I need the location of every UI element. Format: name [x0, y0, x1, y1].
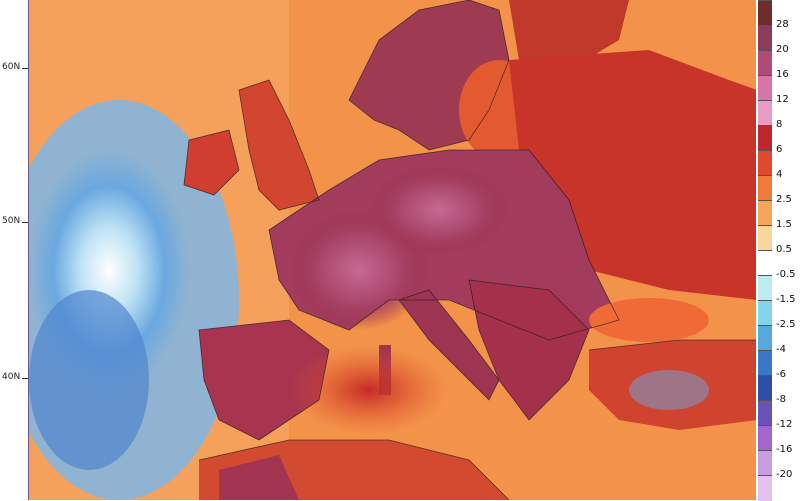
europe-anomaly-svg — [29, 0, 757, 500]
colorbar-label: 6 — [776, 144, 783, 155]
ireland-land — [184, 130, 239, 195]
latitude-axis: 60N 50N 40N — [0, 0, 28, 500]
turkey-cold-patch — [629, 370, 709, 410]
colorbar-label: 20 — [776, 44, 789, 55]
colorbar-swatch — [758, 75, 772, 101]
finland-land — [509, 0, 629, 70]
italy-land — [399, 290, 499, 400]
colorbar-label: -0.5 — [776, 269, 796, 280]
colorbar-label: -2.5 — [776, 319, 796, 330]
atlantic-cold-south — [29, 290, 149, 470]
colorbar-label: -6 — [776, 369, 786, 380]
colorbar-label: 28 — [776, 19, 789, 30]
colorbar-swatch — [758, 450, 772, 476]
colorbar-swatch — [758, 25, 772, 51]
colorbar-swatch — [758, 300, 772, 326]
britain-land — [239, 80, 319, 210]
colorbar-swatch — [758, 375, 772, 401]
colorbar-swatch — [758, 150, 772, 176]
colorbar-swatch — [758, 250, 772, 276]
colorbar-swatch — [758, 400, 772, 426]
colorbar-label: 0.5 — [776, 244, 792, 255]
colorbar-label: 2.5 — [776, 194, 792, 205]
lat-tick — [22, 222, 28, 223]
colorbar-label: -1.5 — [776, 294, 796, 305]
lat-label-50n: 50N — [2, 216, 21, 226]
country-borders — [183, 0, 757, 500]
colorbar-swatch — [758, 50, 772, 76]
black-sea — [589, 298, 709, 342]
colorbar-swatch — [758, 175, 772, 201]
lat-tick — [22, 68, 28, 69]
colorbar-label: -16 — [776, 444, 793, 455]
colorbar-swatch — [758, 0, 772, 26]
colorbar-label: -4 — [776, 344, 786, 355]
colorbar-swatch — [758, 325, 772, 351]
lat-tick — [22, 378, 28, 379]
colorbar-swatch — [758, 100, 772, 126]
colorbar-swatch — [758, 225, 772, 251]
colorbar-label: 12 — [776, 94, 789, 105]
colorbar-swatch — [758, 125, 772, 151]
colorbar-swatch — [758, 425, 772, 451]
colorbar-swatch — [758, 275, 772, 301]
colorbar-swatch — [758, 200, 772, 226]
colorbar-label: 4 — [776, 169, 783, 180]
lat-label-40n: 40N — [2, 372, 21, 382]
germany-hot-core — [369, 165, 509, 255]
colorbar-legend: 28 20 16 12 8 6 4 2.5 1.5 0.5 -0.5 -1.5 -2.5 -4 -6 -8 -1… — [756, 0, 800, 501]
balkans-land — [469, 280, 589, 420]
colorbar-label: 16 — [776, 69, 789, 80]
colorbar-label: -20 — [776, 469, 793, 480]
mediterranean-warm — [289, 345, 449, 435]
colorbar-label: 8 — [776, 119, 783, 130]
lat-label-60n: 60N — [2, 62, 21, 72]
colorbar-label: -12 — [776, 419, 793, 430]
colorbar-label: 1.5 — [776, 219, 792, 230]
morocco-hot — [219, 455, 299, 500]
colorbar-swatch — [758, 350, 772, 376]
colorbar-label: -8 — [776, 394, 786, 405]
map-area — [28, 0, 757, 500]
iberia-land — [199, 320, 329, 440]
colorbar-swatch — [758, 475, 772, 501]
